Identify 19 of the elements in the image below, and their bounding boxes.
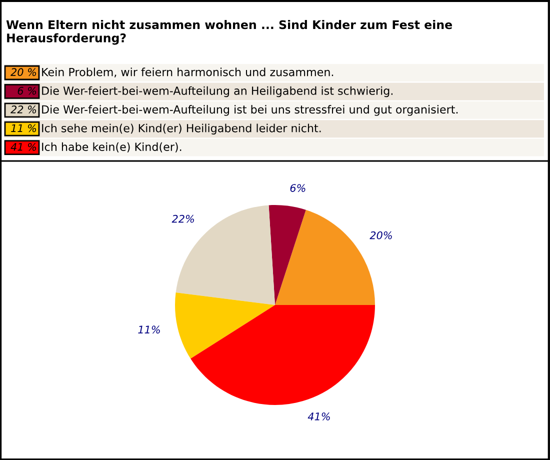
text: 11 % — [11, 124, 36, 132]
data-label: 20% — [370, 231, 392, 240]
pie-slice — [268, 205, 306, 305]
legend-label: Kein Problem, wir feiern harmonisch und zusammen. — [42, 68, 334, 78]
legend-label: Ich habe kein(e) Kind(er). — [42, 142, 182, 152]
pie-slice — [175, 292, 275, 359]
text: 22 % — [10, 106, 36, 114]
text: 41 % — [10, 142, 36, 151]
data-label: 11% — [138, 326, 160, 334]
legend-label: Die Wer-feiert-bei-wem-Aufteilung an Heiligabend ist schwierig. — [42, 86, 393, 98]
text: 6 % — [18, 86, 36, 95]
pie-slice — [190, 305, 375, 405]
legend-label: Die Wer-feiert-bei-wem-Aufteilung ist bei uns stressfrei und gut organisiert. — [42, 105, 458, 116]
data-label: 41% — [308, 412, 330, 420]
data-label: 6% — [290, 184, 306, 192]
chart-title: Wenn Eltern nicht zusammen wohnen ... Sind Kinder zum Fest eine Herausforderung? — [6, 20, 452, 45]
data-label: 22% — [172, 214, 194, 223]
legend-label: Ich sehe mein(e) Kind(er) Heiligabend leider nicht. — [42, 124, 321, 134]
text: 20 % — [10, 68, 36, 76]
